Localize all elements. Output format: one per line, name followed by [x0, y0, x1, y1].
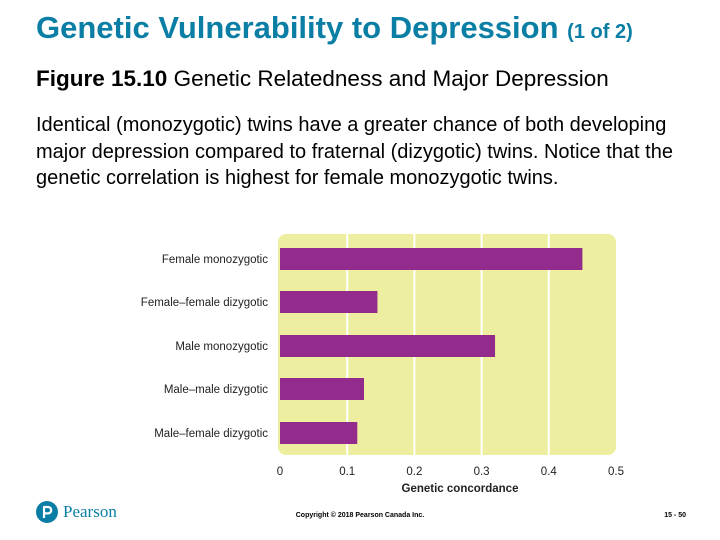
bar — [280, 291, 378, 313]
slide-description: Identical (monozygotic) twins have a gre… — [36, 114, 673, 189]
figure-label: Figure 15.10 — [36, 66, 168, 91]
copyright-notice: Copyright © 2018 Pearson Canada Inc. — [295, 512, 425, 519]
x-tick-label: 0.4 — [541, 466, 558, 478]
category-label: Male–male dizygotic — [164, 384, 268, 396]
figure-caption-text: Genetic Relatedness and Major Depression — [173, 66, 609, 91]
category-label: Female monozygotic — [162, 254, 268, 266]
x-axis-label: Genetic concordance — [402, 483, 519, 495]
slide-title: Genetic Vulnerability to Depression (1 o… — [36, 10, 633, 46]
figure-caption: Figure 15.10 Genetic Relatedness and Maj… — [36, 66, 609, 92]
category-label: Male–female dizygotic — [154, 428, 268, 440]
slide-title-text: Genetic Vulnerability to Depression — [36, 10, 559, 45]
pearson-p-glyph — [42, 505, 53, 518]
slide-title-part: (1 of 2) — [567, 21, 633, 43]
x-tick-label: 0.1 — [339, 466, 355, 478]
bar — [280, 335, 496, 357]
category-label: Male monozygotic — [175, 341, 268, 353]
x-tick-label: 0.2 — [406, 466, 422, 478]
page-number: 15 - 50 — [664, 512, 686, 519]
category-label: Female–female dizygotic — [141, 297, 268, 309]
bar — [280, 422, 358, 444]
x-tick-label: 0.5 — [608, 466, 624, 478]
bar — [280, 378, 364, 400]
pearson-logo-icon — [36, 501, 58, 523]
x-tick-label: 0.3 — [474, 466, 490, 478]
bar — [280, 248, 583, 270]
pearson-logo: Pearson — [36, 501, 117, 523]
pearson-brand-name: Pearson — [63, 502, 117, 521]
x-tick-label: 0 — [277, 466, 283, 478]
